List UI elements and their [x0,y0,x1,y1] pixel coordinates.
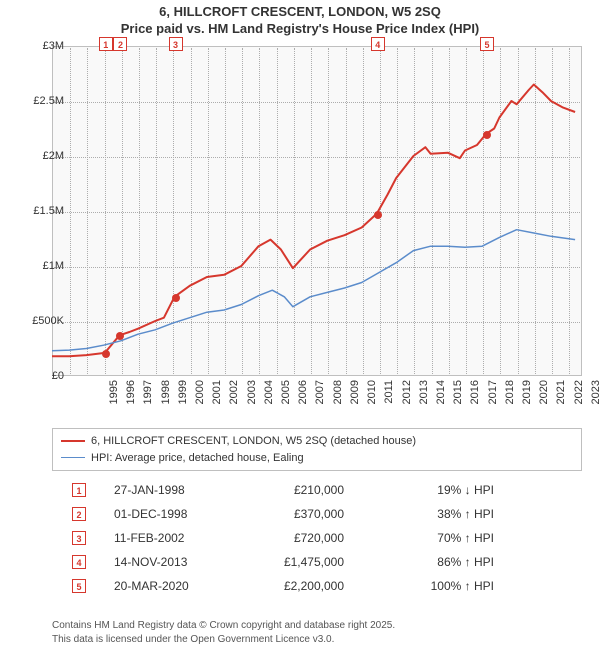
footer-line-2: This data is licensed under the Open Gov… [52,633,395,647]
x-axis-label: 2000 [194,380,206,404]
chart-svg [52,46,582,376]
sales-table: 1 27-JAN-1998£210,00019% ↓ HPI 2 01-DEC-199… [72,478,494,598]
sales-row-price: £210,000 [244,483,374,497]
x-axis-label: 1998 [160,380,172,404]
x-axis-label: 2019 [521,380,533,404]
legend-swatch [61,440,85,442]
x-axis-label: 2013 [418,380,430,404]
x-axis-label: 1996 [125,380,137,404]
series-line [52,85,575,357]
sales-row-marker: 3 [72,531,86,545]
sales-row-date: 11-FEB-2002 [114,531,244,545]
x-axis-label: 1999 [177,380,189,404]
legend-label: 6, HILLCROFT CRESCENT, LONDON, W5 2SQ (d… [91,433,416,450]
sales-row-price: £2,200,000 [244,579,374,593]
legend-box: 6, HILLCROFT CRESCENT, LONDON, W5 2SQ (d… [52,428,582,471]
sales-row-date: 27-JAN-1998 [114,483,244,497]
sales-row-pct: 86% ↑ HPI [374,555,494,569]
footer-line-1: Contains HM Land Registry data © Crown c… [52,619,395,633]
x-axis-label: 2010 [366,380,378,404]
x-axis-label: 2011 [383,380,395,404]
x-axis-label: 2016 [469,380,481,404]
y-axis-label: £0 [52,370,64,382]
sales-row: 2 01-DEC-1998£370,00038% ↑ HPI [72,502,494,526]
sales-row-marker: 2 [72,507,86,521]
x-axis-label: 2002 [228,380,240,404]
x-axis-label: 2006 [297,380,309,404]
x-axis-label: 2005 [280,380,292,404]
sales-row-date: 14-NOV-2013 [114,555,244,569]
x-axis-label: 2008 [332,380,344,404]
x-axis-label: 1995 [108,380,120,404]
sales-row-date: 20-MAR-2020 [114,579,244,593]
x-axis-label: 2004 [263,380,275,404]
legend-swatch [61,457,85,458]
legend-row: HPI: Average price, detached house, Eali… [61,450,573,467]
x-axis-label: 2023 [590,380,600,404]
chart-area: 12345 1995199619971998199920002001200220… [52,46,582,376]
x-axis-label: 2014 [435,380,447,404]
x-axis-label: 2022 [573,380,585,404]
sales-row: 3 11-FEB-2002£720,00070% ↑ HPI [72,526,494,550]
x-axis-label: 2021 [555,380,567,404]
sales-row-marker: 5 [72,579,86,593]
x-axis-label: 2012 [401,380,413,404]
sales-row-pct: 38% ↑ HPI [374,507,494,521]
sales-row: 4 14-NOV-2013£1,475,00086% ↑ HPI [72,550,494,574]
y-axis-label: £1M [43,260,64,272]
x-axis-label: 2009 [349,380,361,404]
y-axis-label: £2.5M [33,95,64,107]
y-axis-label: £3M [43,40,64,52]
sales-row-pct: 100% ↑ HPI [374,579,494,593]
sales-row-pct: 19% ↓ HPI [374,483,494,497]
legend-label: HPI: Average price, detached house, Eali… [91,450,304,467]
y-axis-label: £1.5M [33,205,64,217]
sales-row-price: £1,475,000 [244,555,374,569]
title-line-2: Price paid vs. HM Land Registry's House … [0,21,600,38]
sales-row: 5 20-MAR-2020£2,200,000100% ↑ HPI [72,574,494,598]
y-axis-label: £500K [32,315,64,327]
footer-attribution: Contains HM Land Registry data © Crown c… [52,619,395,646]
sales-row-pct: 70% ↑ HPI [374,531,494,545]
sales-row-marker: 4 [72,555,86,569]
x-axis-label: 2020 [538,380,550,404]
x-axis-label: 2003 [246,380,258,404]
x-axis-label: 2018 [504,380,516,404]
sales-row-date: 01-DEC-1998 [114,507,244,521]
sales-row-marker: 1 [72,483,86,497]
x-axis-label: 2015 [452,380,464,404]
x-axis-label: 2017 [487,380,499,404]
x-axis-label: 2007 [314,380,326,404]
chart-title: 6, HILLCROFT CRESCENT, LONDON, W5 2SQ Pr… [0,0,600,38]
x-axis-label: 1997 [142,380,154,404]
x-axis-label: 2001 [211,380,223,404]
title-line-1: 6, HILLCROFT CRESCENT, LONDON, W5 2SQ [0,4,600,21]
sales-row-price: £370,000 [244,507,374,521]
sales-row-price: £720,000 [244,531,374,545]
legend-row: 6, HILLCROFT CRESCENT, LONDON, W5 2SQ (d… [61,433,573,450]
y-axis-label: £2M [43,150,64,162]
sales-row: 1 27-JAN-1998£210,00019% ↓ HPI [72,478,494,502]
